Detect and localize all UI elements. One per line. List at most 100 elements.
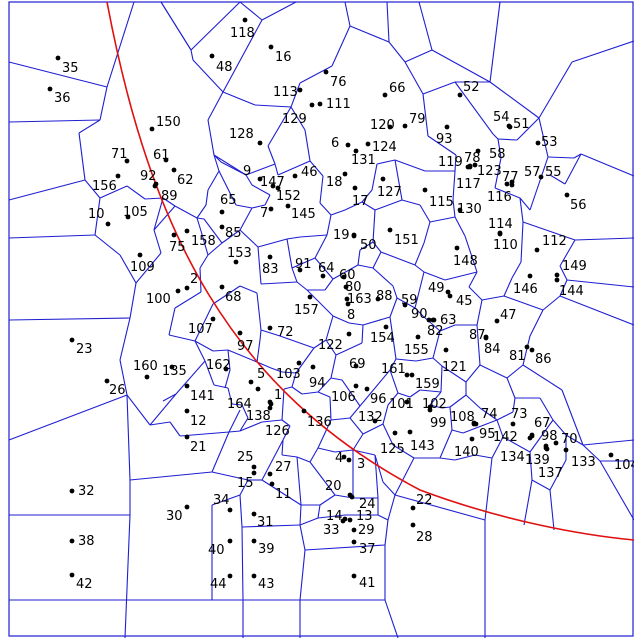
site-label: 79 bbox=[409, 112, 426, 127]
site-label: 19 bbox=[333, 228, 350, 243]
voronoi-edge bbox=[439, 457, 456, 461]
site-point bbox=[292, 173, 298, 179]
site-label: 71 bbox=[111, 147, 128, 162]
site-53: 53 bbox=[535, 135, 558, 150]
site-125: 125 bbox=[380, 430, 405, 457]
site-point bbox=[251, 470, 257, 476]
site-label: 124 bbox=[372, 140, 397, 155]
voronoi-edge bbox=[277, 160, 311, 176]
site-label: 75 bbox=[169, 240, 186, 255]
site-label: 78 bbox=[464, 151, 481, 166]
voronoi-edge bbox=[281, 419, 291, 427]
site-146: 146 bbox=[513, 273, 538, 297]
site-label: 140 bbox=[454, 445, 479, 460]
site-96: 96 bbox=[364, 386, 387, 407]
site-52: 52 bbox=[457, 80, 480, 98]
voronoi-edge bbox=[372, 251, 382, 269]
site-label: 35 bbox=[62, 61, 79, 76]
voronoi-edge bbox=[394, 457, 415, 496]
site-point bbox=[347, 517, 353, 523]
voronoi-edge bbox=[235, 204, 253, 209]
voronoi-edge bbox=[281, 454, 298, 458]
voronoi-edge bbox=[582, 444, 601, 462]
voronoi-edge bbox=[489, 1, 501, 83]
site-48: 48 bbox=[209, 53, 233, 75]
voronoi-edge bbox=[423, 271, 446, 281]
site-93: 93 bbox=[436, 124, 453, 147]
voronoi-edge bbox=[565, 434, 584, 446]
site-label: 74 bbox=[481, 407, 498, 422]
voronoi-edge bbox=[129, 282, 137, 319]
site-label: 14 bbox=[326, 509, 343, 524]
voronoi-edge bbox=[213, 154, 247, 176]
site-label: 148 bbox=[453, 254, 478, 269]
site-139: 139 bbox=[525, 443, 550, 468]
site-116: 116 bbox=[487, 182, 515, 205]
site-158: 158 bbox=[184, 228, 216, 249]
site-label: 60 bbox=[339, 268, 356, 283]
site-label: 49 bbox=[428, 281, 445, 296]
site-label: 45 bbox=[456, 294, 473, 309]
voronoi-edge bbox=[503, 295, 544, 311]
site-point bbox=[543, 443, 549, 449]
site-162: 162 bbox=[206, 358, 231, 373]
site-37: 37 bbox=[351, 539, 376, 557]
voronoi-edge bbox=[539, 397, 554, 421]
voronoi-edge bbox=[160, 1, 192, 51]
site-label: 70 bbox=[561, 432, 578, 447]
voronoi-edge bbox=[211, 471, 249, 481]
site-label: 149 bbox=[562, 259, 587, 274]
site-26: 26 bbox=[104, 378, 126, 398]
voronoi-edge bbox=[444, 274, 466, 281]
site-point bbox=[445, 289, 451, 295]
site-label: 64 bbox=[318, 261, 335, 276]
voronoi-edge bbox=[394, 159, 426, 172]
voronoi-edge bbox=[414, 271, 425, 309]
voronoi-edge bbox=[349, 25, 390, 43]
site-label: 90 bbox=[411, 307, 428, 322]
site-label: 81 bbox=[509, 349, 526, 364]
voronoi-edge bbox=[392, 444, 415, 459]
site-point bbox=[344, 296, 350, 302]
site-label: 5 bbox=[257, 367, 265, 382]
voronoi-edge bbox=[212, 285, 241, 305]
voronoi-edge bbox=[394, 159, 403, 201]
site-label: 80 bbox=[345, 280, 362, 295]
site-label: 38 bbox=[78, 534, 95, 549]
site-label: 159 bbox=[415, 377, 440, 392]
voronoi-edge bbox=[415, 357, 434, 362]
site-83: 83 bbox=[262, 254, 279, 277]
site-133: 133 bbox=[563, 447, 596, 470]
site-point bbox=[509, 182, 515, 188]
voronoi-edge bbox=[241, 524, 301, 528]
site-point bbox=[255, 386, 261, 392]
site-point bbox=[426, 317, 432, 323]
site-49: 49 bbox=[428, 281, 451, 296]
voronoi-edge bbox=[319, 202, 332, 216]
voronoi-edge bbox=[330, 209, 346, 216]
site-label: 51 bbox=[513, 117, 530, 132]
site-label: 63 bbox=[440, 313, 457, 328]
site-label: 128 bbox=[229, 127, 254, 142]
site-label: 37 bbox=[359, 542, 376, 557]
site-label: 83 bbox=[262, 262, 279, 277]
site-point bbox=[267, 471, 273, 477]
site-point bbox=[227, 538, 233, 544]
voronoi-edge bbox=[468, 271, 478, 288]
site-point bbox=[251, 573, 257, 579]
site-2: 2 bbox=[184, 272, 198, 291]
voronoi-edge bbox=[476, 324, 481, 366]
voronoi-edge bbox=[341, 379, 361, 407]
site-label: 136 bbox=[307, 415, 332, 430]
voronoi-edge bbox=[119, 254, 137, 284]
voronoi-edge bbox=[454, 216, 466, 237]
voronoi-edge bbox=[559, 239, 576, 267]
site-point bbox=[285, 203, 291, 209]
site-89: 89 bbox=[152, 183, 178, 204]
voronoi-edge bbox=[374, 454, 384, 483]
site-107: 107 bbox=[188, 316, 216, 337]
site-34: 34 bbox=[213, 493, 233, 513]
voronoi-edge bbox=[129, 471, 213, 481]
voronoi-edge bbox=[439, 429, 453, 459]
site-label: 44 bbox=[210, 577, 227, 592]
